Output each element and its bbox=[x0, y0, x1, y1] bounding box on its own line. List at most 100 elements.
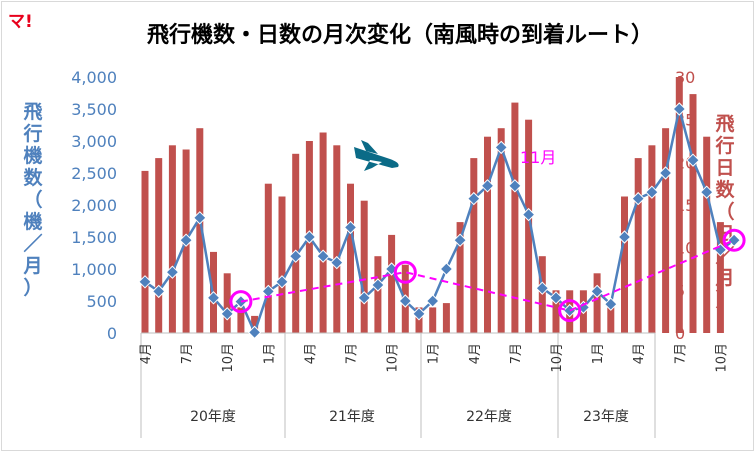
bar-days-40 bbox=[689, 94, 697, 333]
left-axis-label-char: 月 bbox=[22, 255, 42, 277]
bar-days-26 bbox=[497, 128, 505, 333]
left-axis-label-char: 機 bbox=[23, 210, 42, 233]
airplane-icon bbox=[354, 140, 399, 171]
bar-days-23 bbox=[456, 222, 464, 333]
bar-days-13 bbox=[319, 132, 327, 333]
bar-days-16 bbox=[360, 200, 368, 333]
point-flights-37 bbox=[645, 185, 659, 199]
bar-days-33 bbox=[593, 273, 601, 333]
point-flights-11 bbox=[288, 249, 303, 263]
point-flights-39 bbox=[672, 102, 687, 116]
bar-days-11 bbox=[292, 153, 300, 333]
bar-days-15 bbox=[347, 183, 354, 333]
right-axis-label-char: 行 bbox=[714, 134, 734, 157]
right-axis-label-char: 数 bbox=[715, 178, 735, 201]
point-flights-14 bbox=[330, 255, 344, 270]
right-axis-tick: 15 bbox=[675, 196, 695, 215]
fiscal-year-label: 22年度 bbox=[466, 409, 512, 425]
point-flights-15 bbox=[343, 220, 358, 235]
right-axis-tick: 0 bbox=[675, 324, 685, 343]
left-axis-label-char: 機 bbox=[23, 144, 42, 167]
right-axis-tick: 5 bbox=[675, 281, 685, 300]
left-axis-label-char: （ bbox=[23, 188, 42, 211]
fiscal-year-label: 21年度 bbox=[329, 409, 375, 425]
right-axis-tick: 10 bbox=[675, 239, 695, 258]
point-flights-20 bbox=[412, 307, 426, 321]
point-flights-0 bbox=[138, 275, 152, 289]
month-tick-label: 10月 bbox=[221, 343, 236, 373]
left-axis-tick: 500 bbox=[86, 292, 117, 311]
point-flights-13 bbox=[316, 249, 330, 263]
right-axis-tick: 30 bbox=[675, 68, 695, 87]
left-axis-tick: 0 bbox=[107, 324, 117, 343]
bar-days-39 bbox=[675, 77, 683, 333]
point-flights-27 bbox=[508, 179, 522, 193]
point-flights-4 bbox=[193, 211, 207, 225]
bar-days-2 bbox=[168, 145, 176, 333]
point-flights-43 bbox=[727, 233, 741, 247]
month-tick-label: 4月 bbox=[468, 343, 483, 364]
bar-days-10 bbox=[278, 196, 286, 333]
month-tick-label: 7月 bbox=[509, 343, 524, 364]
month-tick-label: 4月 bbox=[139, 343, 154, 364]
month-tick-label: 7月 bbox=[673, 343, 688, 364]
bar-days-28 bbox=[525, 119, 533, 333]
point-flights-21 bbox=[425, 294, 440, 308]
point-flights-6 bbox=[220, 307, 234, 321]
trend-marker-november bbox=[722, 228, 746, 252]
trend-marker-november bbox=[229, 290, 253, 314]
bar-days-25 bbox=[484, 136, 491, 333]
point-flights-22 bbox=[439, 262, 454, 276]
point-flights-24 bbox=[467, 191, 481, 206]
bar-days-9 bbox=[264, 183, 272, 333]
trend-marker-november bbox=[558, 299, 582, 323]
left-axis-label-char: 飛 bbox=[23, 101, 42, 123]
fiscal-year-label: 20年度 bbox=[190, 409, 236, 425]
point-flights-35 bbox=[617, 230, 632, 244]
point-flights-28 bbox=[521, 207, 536, 222]
bar-days-38 bbox=[662, 128, 670, 333]
point-flights-23 bbox=[453, 233, 467, 247]
point-flights-3 bbox=[179, 233, 193, 247]
left-axis-label-char: ） bbox=[23, 276, 42, 299]
month-tick-label: 10月 bbox=[550, 343, 565, 373]
point-flights-5 bbox=[206, 291, 221, 305]
month-tick-label: 10月 bbox=[714, 343, 729, 373]
bar-days-6 bbox=[223, 273, 231, 333]
bar-days-17 bbox=[374, 256, 382, 333]
left-axis-tick: 2,500 bbox=[71, 164, 117, 183]
brand-mark: マ! bbox=[8, 12, 33, 32]
month-tick-label: 4月 bbox=[303, 343, 318, 364]
right-axis-label-char: 月 bbox=[714, 267, 734, 289]
point-flights-38 bbox=[658, 166, 673, 180]
series-line-flights bbox=[144, 108, 735, 336]
point-flights-16 bbox=[357, 291, 371, 305]
month-tick-label: 1月 bbox=[262, 343, 277, 364]
month-tick-label: 10月 bbox=[386, 343, 401, 373]
point-flights-34 bbox=[604, 297, 618, 311]
left-axis-tick: 3,500 bbox=[71, 100, 117, 119]
point-flights-33 bbox=[590, 284, 604, 299]
point-flights-1 bbox=[151, 284, 166, 299]
left-axis-tick: 1,000 bbox=[71, 260, 117, 279]
point-flights-29 bbox=[535, 281, 550, 295]
point-flights-7 bbox=[234, 294, 248, 309]
bar-days-41 bbox=[703, 136, 711, 333]
point-flights-25 bbox=[480, 179, 495, 193]
left-axis-tick: 4,000 bbox=[71, 68, 117, 87]
left-axis-tick: 2,000 bbox=[71, 196, 117, 215]
month-tick-label: 7月 bbox=[345, 343, 360, 364]
bar-days-42 bbox=[716, 222, 724, 333]
point-flights-10 bbox=[275, 275, 289, 289]
trend-marker-november bbox=[393, 260, 417, 284]
right-axis-label-char: 日 bbox=[715, 157, 734, 179]
left-axis-label-char: 数 bbox=[23, 166, 43, 189]
month-tick-label: 1月 bbox=[427, 343, 442, 364]
bar-days-24 bbox=[470, 158, 478, 333]
bar-days-35 bbox=[621, 196, 628, 333]
right-axis-label-char: 飛 bbox=[715, 113, 734, 135]
point-flights-36 bbox=[631, 191, 645, 206]
bar-days-14 bbox=[333, 145, 341, 333]
